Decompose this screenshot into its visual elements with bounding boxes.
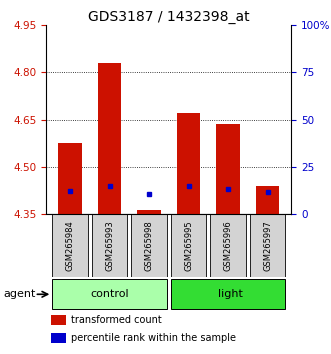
- Title: GDS3187 / 1432398_at: GDS3187 / 1432398_at: [88, 10, 250, 24]
- Text: GSM265995: GSM265995: [184, 221, 193, 271]
- Text: transformed count: transformed count: [71, 315, 162, 325]
- Bar: [137, 210, 161, 214]
- Text: GSM265998: GSM265998: [145, 221, 154, 271]
- Bar: [171, 279, 285, 309]
- Text: GSM265993: GSM265993: [105, 221, 114, 271]
- Bar: [177, 113, 200, 214]
- Bar: [52, 279, 167, 309]
- Bar: [256, 186, 279, 214]
- Bar: [171, 214, 206, 278]
- Bar: [250, 214, 285, 278]
- Text: GSM265997: GSM265997: [263, 221, 272, 271]
- Text: agent: agent: [3, 289, 36, 299]
- Bar: [210, 214, 246, 278]
- Bar: [98, 63, 121, 214]
- Text: light: light: [217, 289, 243, 299]
- Bar: [51, 315, 66, 325]
- Text: control: control: [90, 289, 129, 299]
- Bar: [131, 214, 167, 278]
- Bar: [58, 143, 82, 214]
- Bar: [52, 214, 88, 278]
- Text: percentile rank within the sample: percentile rank within the sample: [71, 333, 236, 343]
- Text: GSM265984: GSM265984: [66, 221, 74, 271]
- Bar: [51, 333, 66, 343]
- Bar: [92, 214, 127, 278]
- Bar: [216, 124, 240, 214]
- Text: GSM265996: GSM265996: [223, 221, 233, 271]
